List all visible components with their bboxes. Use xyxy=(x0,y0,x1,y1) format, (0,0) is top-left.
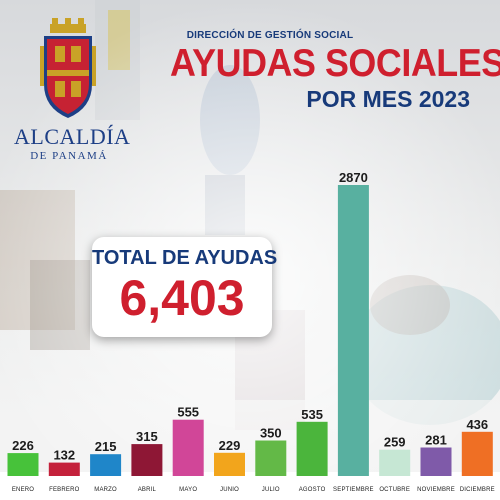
value-label-septiembre: 2870 xyxy=(339,170,368,185)
bar-febrero xyxy=(48,462,80,476)
category-label-octubre: OCTUBRE xyxy=(379,487,410,493)
category-label-enero: ENERO xyxy=(12,487,34,493)
category-label-septiembre: SEPTIEMBRE xyxy=(333,487,374,493)
value-label-diciembre: 436 xyxy=(466,417,488,432)
bar-mayo xyxy=(172,419,204,476)
value-label-mayo: 555 xyxy=(177,405,199,420)
value-label-enero: 226 xyxy=(12,438,34,453)
category-label-junio: JUNIO xyxy=(220,487,239,493)
total-label: TOTAL DE AYUDAS xyxy=(92,247,278,269)
value-label-abril: 315 xyxy=(136,429,158,444)
value-label-marzo: 215 xyxy=(95,439,117,454)
value-label-julio: 350 xyxy=(260,426,282,441)
category-label-abril: ABRIL xyxy=(138,487,157,493)
total-value: 6,403 xyxy=(119,270,245,326)
bar-julio xyxy=(255,440,287,476)
value-label-octubre: 259 xyxy=(384,435,406,450)
value-label-agosto: 535 xyxy=(301,407,323,422)
category-label-marzo: MARZO xyxy=(94,487,117,493)
bar-marzo xyxy=(90,454,122,476)
bar-diciembre xyxy=(461,431,493,476)
category-label-febrero: FEBRERO xyxy=(49,487,80,493)
department-label: DIRECCIÓN DE GESTIÓN SOCIAL xyxy=(186,30,354,41)
bar-agosto xyxy=(296,421,328,476)
category-label-diciembre: DICIEMBRE xyxy=(460,487,495,493)
page-title: AYUDAS SOCIALES xyxy=(170,42,500,85)
value-label-febrero: 132 xyxy=(53,448,75,463)
category-label-noviembre: NOVIEMBRE xyxy=(417,487,455,493)
value-label-junio: 229 xyxy=(219,438,241,453)
bar-noviembre xyxy=(420,447,452,476)
coat-of-arms-logo xyxy=(40,18,96,118)
bar-enero xyxy=(7,453,39,476)
bar-junio xyxy=(214,452,245,476)
category-label-agosto: AGOSTO xyxy=(299,487,326,493)
bar-septiembre xyxy=(337,185,369,476)
page-subtitle: POR MES 2023 xyxy=(306,86,470,112)
bar-octubre xyxy=(379,449,411,476)
total-card: TOTAL DE AYUDAS 6,403 xyxy=(92,237,278,337)
bar-abril xyxy=(131,444,163,476)
brand-subtitle: DE PANAMÁ xyxy=(30,150,108,162)
category-label-mayo: MAYO xyxy=(179,487,197,493)
category-label-julio: JULIO xyxy=(262,487,280,493)
brand-name: ALCALDÍA xyxy=(14,124,131,149)
value-label-noviembre: 281 xyxy=(425,433,447,448)
